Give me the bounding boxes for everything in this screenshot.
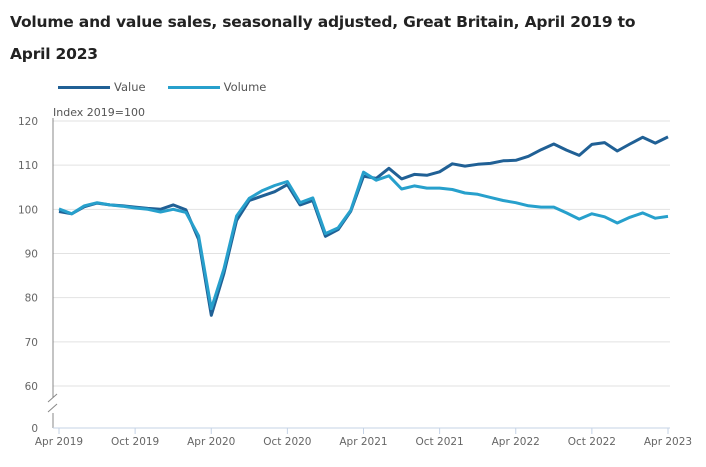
x-tick-label-4: Apr 2021 (339, 436, 387, 448)
y-tick-label-90: 90 (25, 249, 38, 261)
x-tick-label-3: Oct 2020 (263, 436, 311, 448)
y-tick-label-70: 70 (25, 337, 38, 349)
x-tick-label-7: Oct 2022 (568, 436, 616, 448)
series-line-value (58, 135, 669, 317)
y-tick-label-110: 110 (18, 160, 38, 172)
legend: Value Volume (58, 80, 288, 94)
legend-item-volume: Volume (167, 80, 267, 94)
chart-title: Volume and value sales, seasonally adjus… (10, 13, 636, 63)
legend-swatch-value (58, 85, 110, 89)
y-tick-label-60: 60 (25, 381, 38, 393)
legend-label-volume: Volume (223, 80, 267, 94)
x-tick-label-8: Apr 2023 (644, 436, 692, 448)
y-axis-unit-label: Index 2019=100 (53, 106, 145, 119)
axis-break-mark-2 (47, 403, 58, 413)
x-tick-label-2: Apr 2020 (187, 436, 235, 448)
y-tick-label-80: 80 (25, 293, 38, 305)
x-tick-label-0: Apr 2019 (35, 436, 83, 448)
legend-item-value: Value (58, 80, 146, 94)
x-tick-label-6: Apr 2022 (492, 436, 540, 448)
series-line-volume (58, 170, 669, 311)
x-tick-label-1: Oct 2019 (111, 436, 159, 448)
legend-label-value: Value (114, 80, 146, 94)
y-tick-label-100: 100 (18, 204, 38, 216)
x-tick-label-5: Oct 2021 (416, 436, 464, 448)
legend-swatch-volume (167, 85, 220, 89)
y-tick-label-120: 120 (18, 116, 38, 128)
y-tick-label-0: 0 (31, 423, 38, 435)
axis-break-mark-1 (47, 393, 58, 403)
